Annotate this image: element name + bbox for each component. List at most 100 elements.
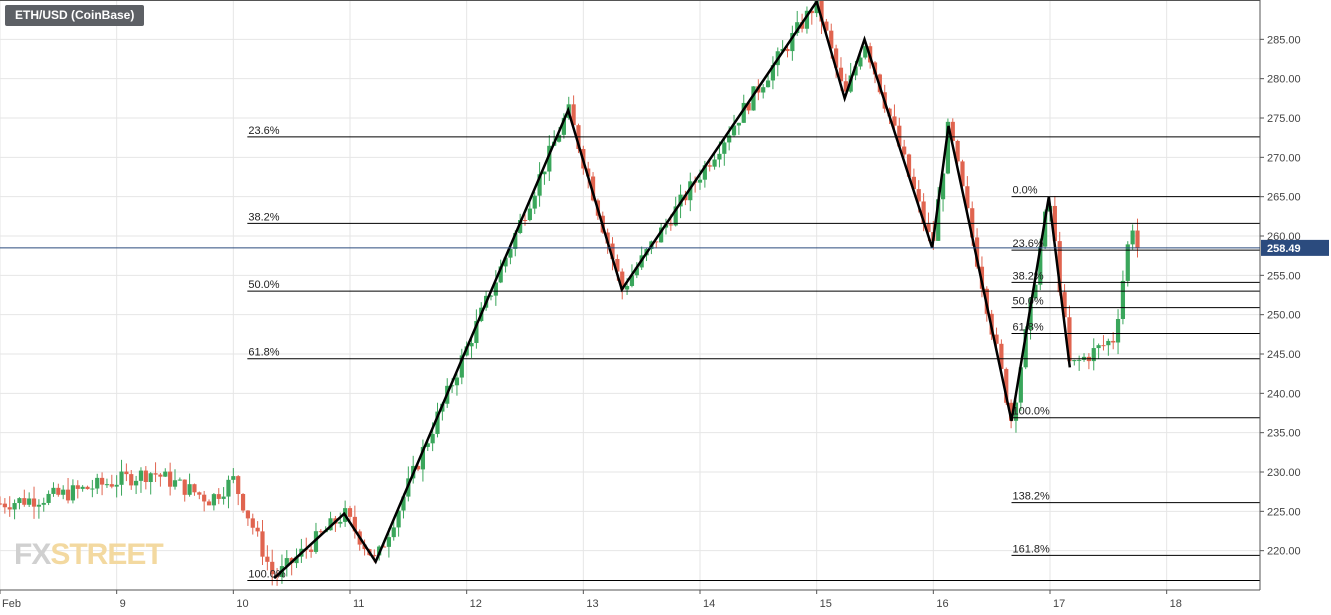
candle-body — [897, 125, 902, 147]
candle-body — [1101, 345, 1106, 347]
candle-body — [717, 153, 722, 160]
candle-body — [134, 480, 139, 486]
fib-level-label: 23.6% — [1013, 238, 1044, 250]
candle-body — [819, 0, 824, 22]
candle-body — [36, 504, 41, 507]
candle-body — [119, 471, 124, 485]
candle-body — [1062, 292, 1067, 318]
chart-title: ETH/USD (CoinBase) — [5, 5, 145, 26]
fib-level-label: 100.0% — [1013, 406, 1051, 418]
x-tick-label: Feb — [2, 598, 21, 610]
candle-body — [906, 154, 912, 177]
x-tick-label: 15 — [820, 598, 832, 610]
candle-body — [1072, 360, 1077, 362]
candle-body — [425, 443, 430, 447]
y-tick-label: 280.00 — [1267, 74, 1301, 86]
candle-body — [148, 473, 153, 483]
y-tick-label: 265.00 — [1267, 192, 1301, 204]
candle-body — [245, 510, 251, 519]
current-price: 258.49 — [0, 239, 1329, 256]
candle-body — [707, 165, 712, 167]
candle-body — [90, 488, 95, 490]
candle-body — [829, 30, 834, 49]
candle-body — [372, 555, 377, 557]
candle-body — [240, 494, 246, 511]
candle-body — [712, 159, 717, 167]
candle-body — [887, 108, 892, 117]
candle-body — [974, 237, 980, 267]
zigzag-pattern — [273, 0, 1072, 580]
y-tick-label: 220.00 — [1267, 546, 1301, 558]
candle-body — [936, 199, 941, 241]
current-price-tag — [1261, 239, 1329, 256]
candle-body — [270, 561, 275, 575]
candle-body — [265, 556, 270, 562]
candle-body — [99, 477, 105, 485]
candle-body — [955, 140, 960, 162]
candle-body — [741, 102, 746, 123]
fib-level-label: 100.0% — [248, 569, 286, 581]
candle-body — [809, 10, 814, 14]
candle-body — [858, 57, 863, 67]
candle-body — [381, 546, 387, 548]
candle-body — [838, 67, 844, 82]
candle-body — [547, 145, 552, 172]
candle-body — [41, 502, 46, 505]
candle-body — [761, 87, 766, 93]
candle-body — [2, 503, 7, 508]
candle-body — [449, 385, 455, 387]
candle-body — [965, 186, 970, 209]
candle-body — [1077, 359, 1082, 361]
candle-body — [731, 125, 737, 136]
candle-body — [260, 531, 265, 557]
candle-body — [1013, 402, 1019, 421]
candle-body — [206, 501, 212, 506]
candle-body — [168, 471, 173, 487]
candle-body — [104, 484, 110, 486]
candle-body — [352, 516, 357, 532]
fib-level-label: 50.0% — [248, 279, 279, 291]
candle-body — [75, 485, 80, 489]
candle-body — [824, 21, 829, 31]
candle-body — [513, 232, 518, 249]
candle-body — [56, 487, 61, 495]
candle-body — [746, 102, 751, 111]
candles — [0, 0, 1140, 586]
fib-level-label: 138.2% — [1013, 491, 1051, 503]
candle-body — [153, 473, 158, 475]
candle-body — [192, 484, 197, 493]
candle-body — [1111, 340, 1116, 343]
x-tick-label: 16 — [936, 598, 948, 610]
candle-body — [61, 489, 66, 495]
candle-body — [804, 10, 810, 29]
candle-body — [31, 498, 37, 507]
candle-body — [221, 496, 226, 499]
candle-body — [615, 258, 620, 272]
candle-body — [571, 104, 576, 126]
candle-body — [197, 492, 202, 495]
candle-body — [668, 224, 673, 226]
y-tick-label: 250.00 — [1267, 310, 1301, 322]
candle-body — [620, 271, 625, 290]
candle-body — [751, 86, 756, 111]
candle-body — [95, 477, 100, 489]
candle-body — [70, 485, 76, 501]
candle-body — [863, 46, 868, 58]
candle-body — [1023, 329, 1028, 368]
y-tick-label: 285.00 — [1267, 34, 1301, 46]
candle-body — [255, 527, 260, 532]
candle-body — [790, 33, 795, 52]
candle-body — [834, 48, 839, 68]
candle-body — [770, 65, 776, 81]
candle-body — [17, 498, 22, 504]
candle-body — [1004, 368, 1009, 403]
candle-body — [1038, 246, 1043, 285]
y-tick-label: 245.00 — [1267, 349, 1301, 361]
candle-body — [940, 173, 946, 200]
y-tick-label: 270.00 — [1267, 152, 1301, 164]
candle-body — [1106, 340, 1111, 346]
candle-body — [702, 165, 707, 180]
candle-body — [454, 377, 460, 386]
